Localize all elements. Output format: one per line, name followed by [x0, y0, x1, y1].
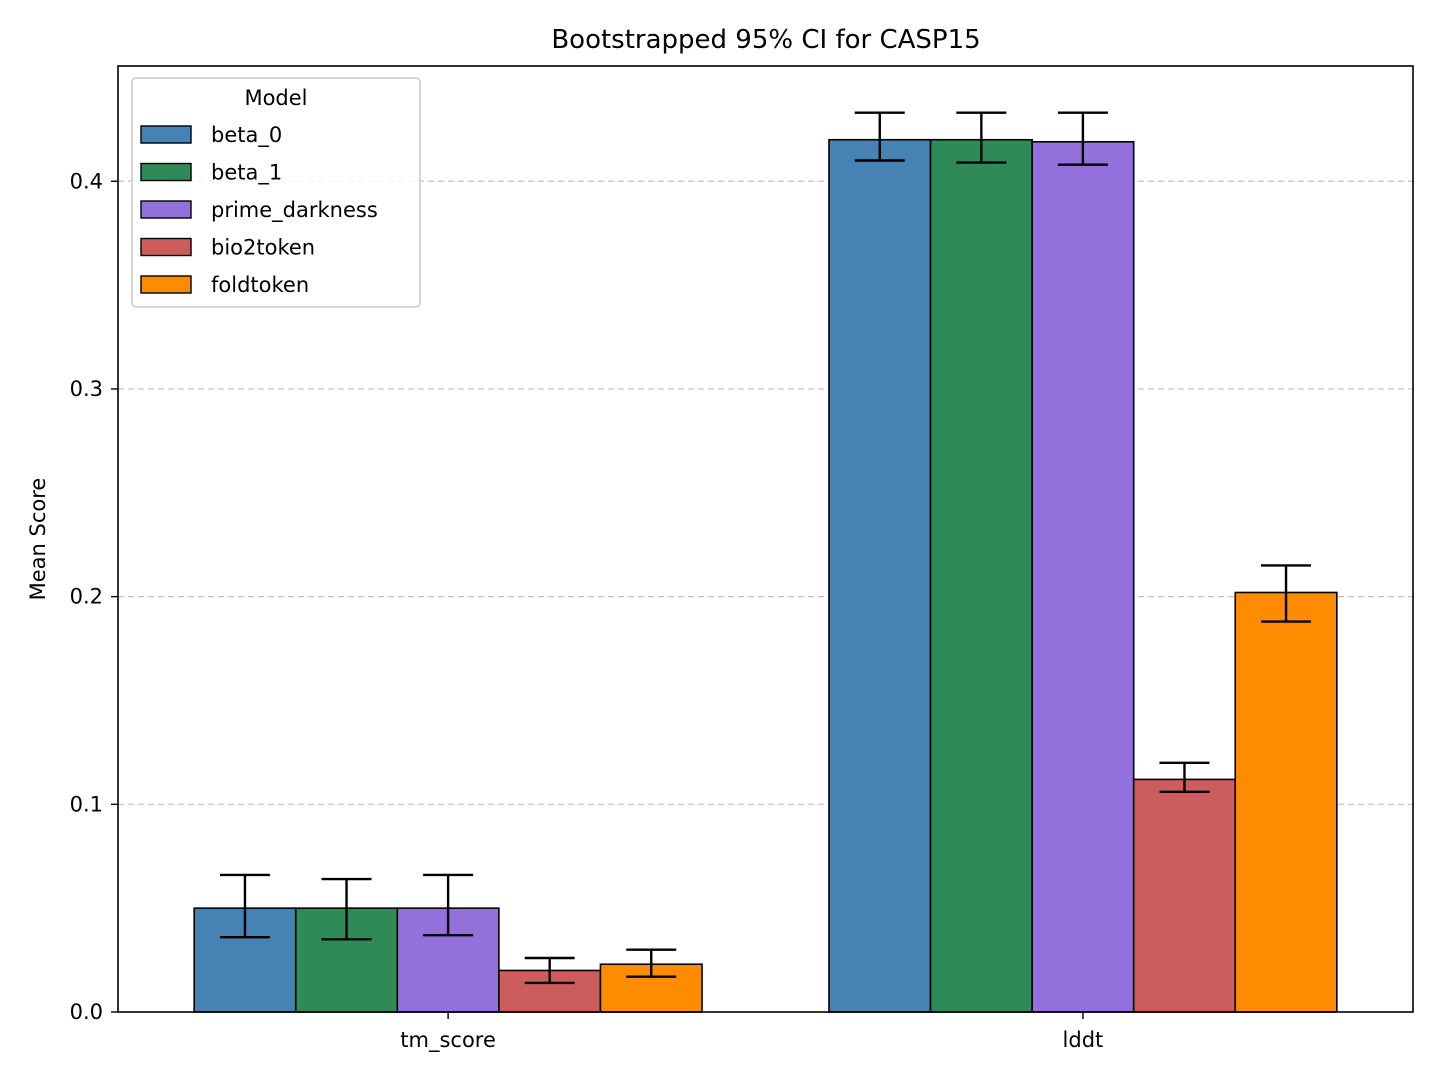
- legend: Model beta_0 beta_1 prime_darkness bio2toke…: [131, 77, 421, 308]
- legend-item-bio2token: bio2token: [140, 236, 315, 260]
- y-tick-label: 0.0: [70, 1000, 103, 1024]
- y-tick-label: 0.1: [70, 792, 103, 816]
- legend-swatch: [140, 162, 192, 182]
- plot-frame: [117, 65, 1414, 1013]
- bar-beta_0-lddt: [828, 138, 932, 1013]
- legend-label: bio2token: [211, 236, 315, 260]
- y-axis-label: Mean Score: [26, 478, 50, 601]
- legend-item-prime_darkness: prime_darkness: [140, 198, 378, 223]
- legend-swatch: [140, 237, 192, 257]
- bar-foldtoken-lddt: [1234, 591, 1338, 1013]
- legend-items: beta_0 beta_1 prime_darkness bio2token foldt…: [140, 123, 378, 297]
- bar-beta_1-lddt: [929, 138, 1033, 1013]
- legend-swatch: [140, 275, 192, 294]
- legend-label: foldtoken: [211, 273, 309, 297]
- legend-swatch: [140, 125, 192, 144]
- chart-title: Bootstrapped 95% CI for CASP15: [551, 25, 980, 55]
- legend-title: Model: [244, 86, 307, 110]
- legend-item-foldtoken: foldtoken: [140, 273, 309, 297]
- y-tick-label: 0.4: [70, 169, 103, 193]
- y-tick-label: 0.2: [70, 585, 103, 609]
- bar-bio2token-lddt: [1132, 778, 1237, 1013]
- x-tick-label: lddt: [1063, 1028, 1104, 1052]
- legend-label: beta_1: [211, 161, 282, 186]
- legend-label: beta_0: [211, 123, 282, 148]
- legend-swatch: [140, 200, 192, 219]
- y-axis: 0.0 0.1 0.2 0.3 0.4: [70, 169, 118, 1024]
- y-tick-label: 0.3: [70, 377, 103, 401]
- x-tick-label: tm_score: [400, 1028, 496, 1053]
- legend-label: prime_darkness: [211, 198, 378, 223]
- legend-item-beta_0: beta_0: [140, 123, 282, 148]
- error-bars: [219, 111, 1312, 985]
- legend-item-beta_1: beta_1: [140, 161, 282, 186]
- x-axis: tm_score lddt: [400, 1012, 1103, 1053]
- bar-prime_darkness-lddt: [1031, 141, 1135, 1013]
- legend-box: [131, 77, 421, 308]
